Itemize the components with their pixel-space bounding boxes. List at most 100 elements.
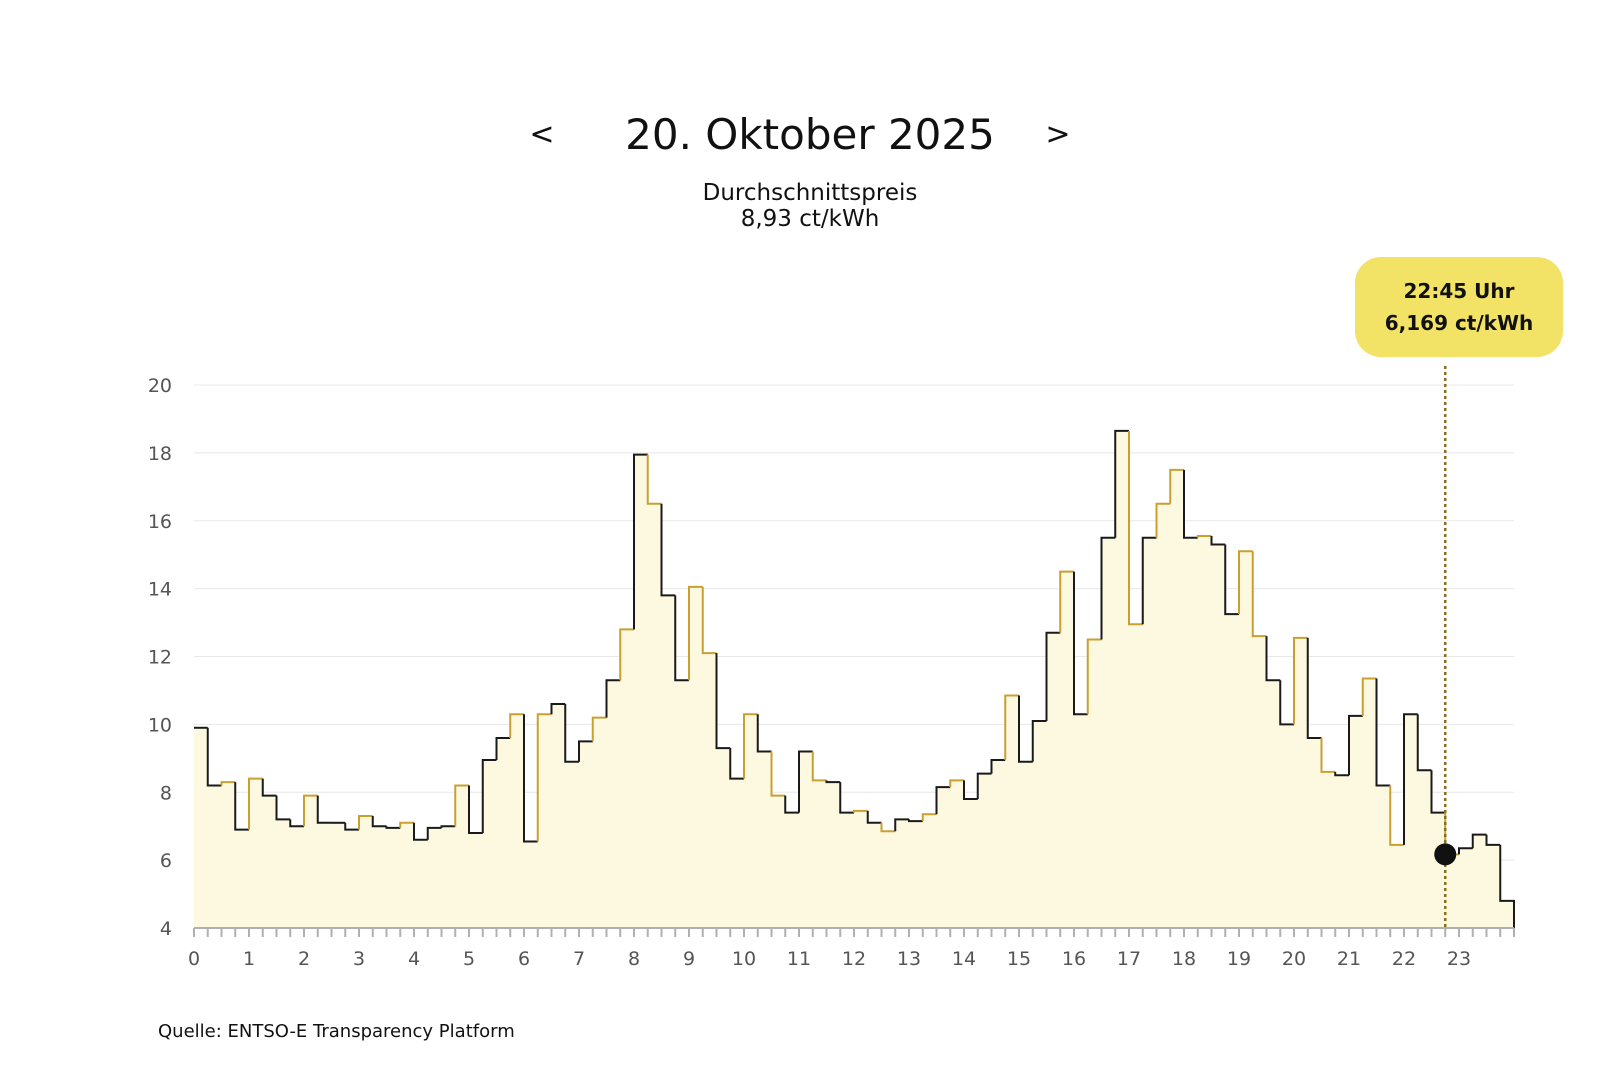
x-tick-label: 21 (1337, 948, 1361, 970)
price-step (248, 777, 263, 830)
x-tick-label: 20 (1282, 948, 1306, 970)
price-step (1155, 502, 1171, 538)
price-step (908, 819, 923, 823)
x-tick-label: 17 (1117, 948, 1141, 970)
source-note: Quelle: ENTSO-E Transparency Platform (158, 1021, 515, 1042)
price-step (1238, 550, 1253, 615)
price-step (1403, 713, 1418, 845)
date-navigation: < 20. Oktober 2025 > (0, 105, 1620, 165)
x-tick-label: 9 (683, 948, 695, 970)
y-tick-label: 12 (148, 647, 172, 669)
price-step (536, 713, 552, 842)
average-price-label: Durchschnittspreis (702, 180, 918, 206)
price-step (715, 653, 731, 750)
previous-day-button[interactable]: < (522, 105, 562, 165)
price-step (358, 815, 373, 830)
price-step (880, 822, 896, 833)
price-step (646, 454, 662, 505)
price-step (921, 813, 937, 822)
x-tick-label: 15 (1007, 948, 1031, 970)
price-step (220, 781, 236, 786)
y-tick-label: 4 (160, 918, 172, 940)
price-step (1279, 680, 1294, 726)
price-step (743, 713, 758, 779)
price-step (674, 595, 689, 682)
price-step (1114, 429, 1129, 538)
price-step (1196, 535, 1212, 538)
price-step (660, 503, 676, 597)
price-step (1320, 737, 1336, 773)
price-step (426, 826, 442, 840)
average-price: Durchschnittspreis 8,93 ct/kWh (0, 180, 1620, 232)
price-step (811, 751, 827, 782)
price-step (701, 586, 717, 655)
price-step (1375, 678, 1391, 787)
price-step (1004, 694, 1019, 761)
tooltip-price: 6,169 ct/kWh (1384, 311, 1534, 335)
price-step (234, 782, 249, 831)
price-step (866, 810, 882, 824)
y-tick-label: 20 (148, 375, 172, 397)
price-step (1485, 834, 1501, 846)
price-step (1045, 631, 1061, 721)
x-tick-label: 11 (787, 948, 811, 970)
price-step (206, 727, 222, 787)
price-step (1306, 637, 1322, 739)
x-tick-label: 5 (463, 948, 475, 970)
price-step (1293, 636, 1308, 725)
price-step (1430, 770, 1446, 814)
x-tick-label: 8 (628, 948, 640, 970)
price-step (1499, 844, 1515, 928)
price-step (935, 786, 951, 815)
price-step (550, 703, 566, 715)
price-step (1458, 847, 1473, 855)
next-day-button[interactable]: > (1038, 105, 1078, 165)
price-step (839, 782, 854, 814)
price-step (413, 822, 428, 841)
price-step (894, 818, 909, 832)
price-step (853, 809, 868, 813)
price-step (1059, 570, 1074, 633)
price-step (523, 714, 538, 843)
price-step (578, 740, 593, 762)
x-tick-label: 3 (353, 948, 365, 970)
price-step (770, 751, 786, 797)
price-step (289, 819, 304, 828)
y-tick-label: 10 (148, 714, 172, 736)
price-step (1265, 636, 1281, 682)
price-step (1334, 771, 1349, 777)
price-step (1361, 677, 1377, 716)
price-step (1128, 430, 1143, 626)
price-step (303, 794, 318, 827)
x-tick-label: 14 (952, 948, 976, 970)
price-step (825, 780, 841, 784)
price-step (949, 779, 964, 788)
price-step (1073, 571, 1088, 716)
price-step (1389, 785, 1404, 846)
price-step (619, 628, 634, 681)
price-step (1251, 551, 1267, 638)
tooltip-time: 22:45 Uhr (1403, 279, 1515, 303)
price-step (591, 716, 607, 742)
x-tick-label: 18 (1172, 948, 1196, 970)
price-step (1169, 468, 1184, 504)
price-tooltip: 22:45 Uhr 6,169 ct/kWh (1355, 257, 1563, 357)
price-step (1416, 714, 1432, 772)
x-tick-label: 2 (298, 948, 310, 970)
price-step (1224, 544, 1239, 616)
price-step (1348, 714, 1363, 776)
price-step (688, 585, 703, 681)
price-step (275, 795, 291, 821)
y-tick-label: 6 (160, 850, 172, 872)
price-area (194, 430, 1514, 928)
x-tick-label: 22 (1392, 948, 1416, 970)
price-step (1018, 695, 1033, 763)
y-tick-label: 8 (160, 782, 172, 804)
price-step (798, 750, 813, 813)
price-step (1183, 469, 1198, 539)
price-step (371, 816, 387, 828)
price-step (495, 736, 511, 761)
price-step (976, 772, 992, 800)
price-step (481, 759, 497, 833)
